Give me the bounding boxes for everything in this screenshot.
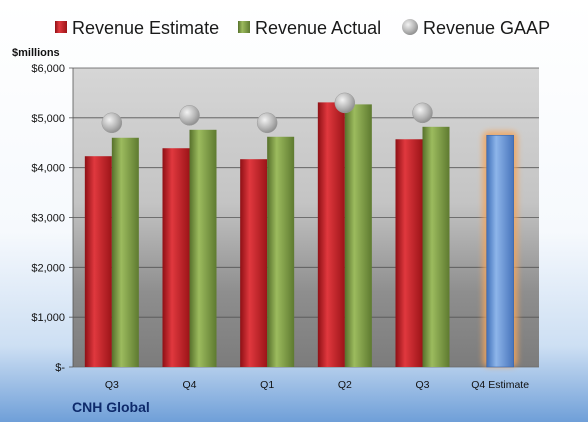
y-tick-label: $2,000: [31, 262, 65, 274]
bar-revenue-actual: [189, 129, 217, 367]
y-tick-label: $-: [55, 362, 65, 374]
legend-label-revenue-actual: Revenue Actual: [255, 18, 381, 38]
bar-revenue-estimate: [395, 139, 423, 367]
legend-label-revenue-gaap: Revenue GAAP: [423, 18, 550, 38]
x-tick-label: Q3: [105, 379, 119, 391]
x-tick-label: Q4: [182, 379, 196, 391]
legend-label-revenue-estimate: Revenue Estimate: [72, 18, 219, 38]
bar-revenue-actual: [111, 137, 139, 367]
y-axis-ticks: $- $1,000 $2,000 $3,000 $4,000 $5,000 $6,000: [31, 63, 74, 374]
marker-revenue-gaap: [101, 112, 123, 134]
legend-item-revenue-estimate: Revenue Estimate: [55, 18, 219, 38]
bar-revenue-estimate: [84, 156, 112, 367]
bar-revenue-actual: [267, 136, 295, 367]
y-tick-label: $3,000: [31, 213, 65, 225]
marker-revenue-gaap: [179, 105, 200, 126]
marker-revenue-gaap: [334, 92, 356, 114]
bar-revenue-estimate: [162, 148, 190, 367]
x-tick-label: Q4 Estimate: [471, 379, 529, 391]
x-tick-label: Q1: [260, 379, 274, 391]
bar-revenue-estimate: [317, 102, 345, 367]
y-tick-label: $1,000: [31, 312, 65, 324]
legend-swatch-gray-marker: [402, 19, 418, 35]
bar-revenue-estimate: [240, 159, 268, 367]
data-marks: [84, 92, 518, 368]
y-tick-label: $4,000: [31, 163, 65, 175]
marker-revenue-gaap: [256, 112, 278, 134]
bar-revenue-actual: [422, 126, 450, 367]
legend-item-revenue-gaap: Revenue GAAP: [402, 18, 550, 38]
gridlines: [73, 67, 539, 368]
marker-revenue-gaap: [412, 102, 433, 124]
legend-swatch-red: [55, 21, 67, 33]
x-tick-label: Q2: [338, 379, 352, 391]
legend: Revenue Estimate Revenue Actual Revenue …: [55, 18, 550, 38]
legend-item-revenue-actual: Revenue Actual: [238, 18, 381, 38]
units-label: $millions: [12, 47, 60, 59]
legend-swatch-green: [238, 21, 250, 33]
bar-revenue-q4-estimate: [486, 134, 514, 368]
company-name: CNH Global: [72, 399, 150, 415]
bar-revenue-actual: [344, 104, 372, 368]
x-tick-label: Q3: [415, 379, 429, 391]
x-axis-ticks: Q3 Q4 Q1 Q2 Q3 Q4 Estimate: [105, 379, 529, 391]
y-tick-label: $5,000: [31, 113, 65, 125]
y-tick-label: $6,000: [31, 63, 65, 75]
